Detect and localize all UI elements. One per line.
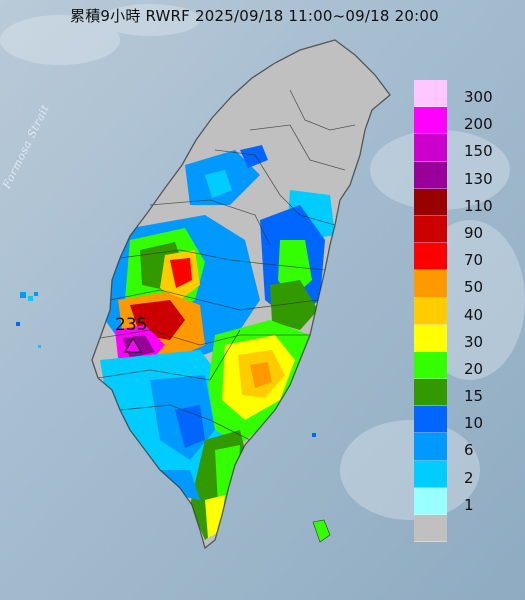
legend-swatch xyxy=(414,107,447,135)
legend-swatch xyxy=(414,188,447,216)
legend-item: 70 xyxy=(414,243,514,271)
outlying-islands xyxy=(312,519,331,543)
legend-label: 10 xyxy=(464,414,484,433)
legend-item: 200 xyxy=(414,107,514,135)
legend-swatch xyxy=(414,324,447,352)
legend-swatch xyxy=(414,134,447,162)
legend-swatch xyxy=(414,215,447,244)
legend-item: 2 xyxy=(414,460,514,488)
legend-item xyxy=(414,515,514,543)
legend-swatch xyxy=(414,161,447,189)
legend-swatch xyxy=(414,379,447,407)
legend-swatch xyxy=(414,243,447,271)
peak-marker-icon xyxy=(123,336,143,353)
legend-label: 130 xyxy=(464,169,493,188)
legend-label: 1 xyxy=(464,495,474,514)
legend-item: 110 xyxy=(414,188,514,216)
legend-label: 40 xyxy=(464,305,484,324)
legend-item: 1 xyxy=(414,487,514,515)
legend-item: 130 xyxy=(414,161,514,189)
legend-label: 150 xyxy=(464,142,493,161)
legend-label: 110 xyxy=(464,196,493,215)
legend-item: 300 xyxy=(414,80,514,108)
legend-label: 2 xyxy=(464,468,474,487)
legend-swatch xyxy=(414,460,447,488)
legend-swatch xyxy=(414,80,447,108)
legend-label: 15 xyxy=(464,387,484,406)
legend-swatch xyxy=(414,406,447,434)
legend-label: 30 xyxy=(464,332,484,351)
legend-swatch xyxy=(414,297,447,325)
peak-value-label: 235 xyxy=(115,315,148,335)
legend-item: 150 xyxy=(414,134,514,162)
legend-swatch xyxy=(414,351,447,380)
legend-item: 40 xyxy=(414,297,514,325)
legend-label: 50 xyxy=(464,278,484,297)
legend-item: 6 xyxy=(414,433,514,461)
legend-item: 90 xyxy=(414,215,514,244)
legend-label: 70 xyxy=(464,251,484,270)
map-title: 累積9小時 RWRF 2025/09/18 11:00~09/18 20:00 xyxy=(70,7,439,25)
legend-item: 30 xyxy=(414,324,514,352)
legend-swatch xyxy=(414,270,447,298)
legend-item: 20 xyxy=(414,351,514,380)
legend-item: 50 xyxy=(414,270,514,298)
legend-item: 15 xyxy=(414,379,514,407)
legend-swatch xyxy=(414,515,447,543)
legend-swatch xyxy=(414,487,447,515)
legend-label: 200 xyxy=(464,115,493,134)
legend-swatch xyxy=(414,433,447,461)
legend-label: 300 xyxy=(464,88,493,106)
county-borders xyxy=(91,39,391,550)
legend-label: 20 xyxy=(464,359,484,378)
rain-specks xyxy=(16,292,316,437)
legend-item: 10 xyxy=(414,406,514,434)
legend-label: 6 xyxy=(464,441,474,460)
rainfall-legend: 300 200 150 130 110 90 70 50 40 30 20 15… xyxy=(414,80,514,543)
legend-label: 90 xyxy=(464,223,484,242)
